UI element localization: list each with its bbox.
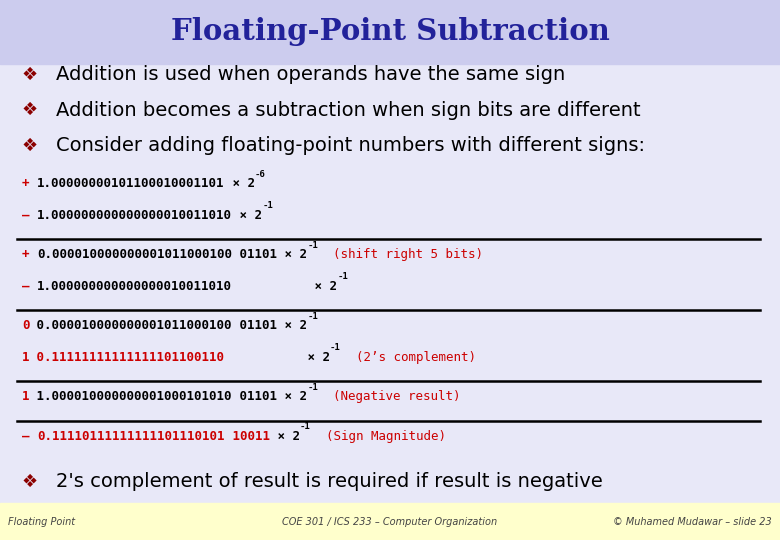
- Text: (shift right 5 bits): (shift right 5 bits): [318, 248, 483, 261]
- Text: ❖: ❖: [22, 65, 38, 84]
- Text: ❖: ❖: [22, 472, 38, 491]
- Text: × 2: × 2: [277, 248, 307, 261]
- Text: –: –: [22, 280, 37, 293]
- Text: 10011: 10011: [225, 430, 270, 443]
- Text: 1: 1: [22, 351, 30, 364]
- Text: -1: -1: [262, 201, 273, 210]
- Text: Addition is used when operands have the same sign: Addition is used when operands have the …: [56, 65, 566, 84]
- Text: × 2: × 2: [225, 177, 255, 190]
- Text: COE 301 / ICS 233 – Computer Organization: COE 301 / ICS 233 – Computer Organizatio…: [282, 517, 498, 526]
- Text: 1: 1: [22, 390, 30, 403]
- Text: 1.000000000000000010011010: 1.000000000000000010011010: [37, 280, 232, 293]
- Bar: [0, 503, 780, 540]
- Text: -1: -1: [330, 343, 341, 353]
- Text: 2's complement of result is required if result is negative: 2's complement of result is required if …: [56, 472, 603, 491]
- Text: 01101: 01101: [232, 248, 277, 261]
- Text: +: +: [22, 248, 37, 261]
- Text: -1: -1: [300, 422, 310, 431]
- Text: (Negative result): (Negative result): [318, 390, 461, 403]
- Text: × 2: × 2: [225, 351, 330, 364]
- Text: 0.000010000000001011000100: 0.000010000000001011000100: [30, 319, 232, 332]
- Text: 1.000010000000001000101010: 1.000010000000001000101010: [30, 390, 232, 403]
- Text: × 2: × 2: [270, 430, 300, 443]
- Text: © Muhamed Mudawar – slide 23: © Muhamed Mudawar – slide 23: [613, 517, 772, 526]
- Text: Addition becomes a subtraction when sign bits are different: Addition becomes a subtraction when sign…: [56, 100, 641, 120]
- Text: +: +: [22, 177, 37, 190]
- Text: 0: 0: [22, 319, 30, 332]
- Text: –: –: [22, 208, 37, 222]
- Text: × 2: × 2: [277, 390, 307, 403]
- Text: -1: -1: [307, 312, 318, 321]
- Text: × 2: × 2: [277, 319, 307, 332]
- Text: (Sign Magnitude): (Sign Magnitude): [310, 430, 445, 443]
- Text: -1: -1: [307, 241, 318, 249]
- Text: ❖: ❖: [22, 101, 38, 119]
- Text: × 2: × 2: [232, 280, 337, 293]
- Text: Consider adding floating-point numbers with different signs:: Consider adding floating-point numbers w…: [56, 136, 645, 156]
- Text: × 2: × 2: [232, 208, 262, 222]
- Text: -1: -1: [338, 272, 348, 281]
- Text: ❖: ❖: [22, 137, 38, 155]
- Text: Floating Point: Floating Point: [8, 517, 75, 526]
- Text: 01101: 01101: [232, 390, 277, 403]
- Text: (2’s complement): (2’s complement): [341, 351, 476, 364]
- Text: -6: -6: [255, 170, 265, 179]
- Text: 0.000010000000001011000100: 0.000010000000001011000100: [37, 248, 232, 261]
- Text: 1.000000000000000010011010: 1.000000000000000010011010: [37, 208, 232, 222]
- Text: Floating-Point Subtraction: Floating-Point Subtraction: [171, 17, 609, 46]
- Bar: [0, 0, 780, 64]
- Text: 0.11111111111111101100110: 0.11111111111111101100110: [30, 351, 225, 364]
- Text: 01101: 01101: [232, 319, 277, 332]
- Text: -1: -1: [307, 383, 318, 392]
- Text: 1.00000000101100010001101: 1.00000000101100010001101: [37, 177, 225, 190]
- Text: –: –: [22, 430, 37, 443]
- Text: 0.11110111111111101110101: 0.11110111111111101110101: [37, 430, 225, 443]
